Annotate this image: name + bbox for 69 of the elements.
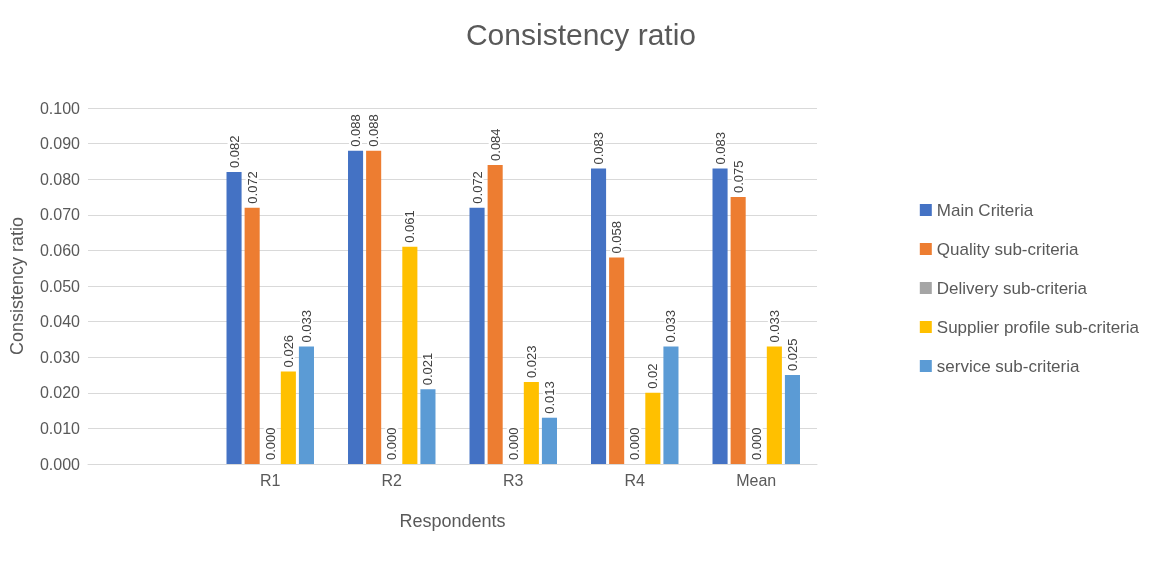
- bar: [784, 375, 800, 464]
- bar: [712, 168, 728, 464]
- data-label: 0.000: [384, 427, 400, 460]
- bar: [609, 257, 625, 464]
- y-tick-label: 0.060: [39, 241, 81, 259]
- x-tick-label: R1: [260, 471, 281, 489]
- bar: [766, 346, 782, 464]
- bar: [469, 207, 485, 464]
- y-tick-label: 0.030: [39, 348, 81, 366]
- bar: [645, 392, 661, 464]
- bar: [487, 164, 503, 464]
- data-label: 0.033: [663, 309, 679, 343]
- y-tick-label: 0.010: [39, 419, 81, 437]
- data-label: 0.000: [627, 427, 643, 460]
- data-label: 0.072: [469, 171, 485, 204]
- data-label: 0.083: [591, 131, 607, 165]
- data-label: 0.088: [348, 114, 364, 147]
- bar: [523, 382, 539, 464]
- bar: [730, 197, 746, 464]
- data-label: 0.058: [609, 220, 625, 254]
- x-tick-label: R2: [381, 471, 403, 489]
- y-axis-title: Consistency ratio: [7, 216, 27, 356]
- data-label: 0.025: [784, 338, 800, 371]
- bar: [541, 417, 557, 464]
- data-label: 0.072: [244, 171, 260, 204]
- data-label: 0.026: [280, 334, 296, 368]
- bar: [402, 246, 418, 464]
- chart-title: Consistency ratio: [465, 17, 697, 51]
- y-tick-label: 0.100: [39, 99, 81, 117]
- x-tick-label: R4: [624, 471, 646, 489]
- bar: [420, 389, 436, 464]
- bar: [226, 172, 242, 464]
- y-tick-label: 0.050: [39, 277, 81, 295]
- data-label: 0.088: [366, 114, 382, 147]
- data-label: 0.084: [487, 128, 503, 161]
- bar: [298, 346, 314, 464]
- data-label: 0.023: [523, 345, 539, 379]
- x-tick-label: R3: [503, 471, 524, 489]
- legend-label: Main Criteria: [936, 200, 1034, 220]
- legend-label: service sub-criteria: [936, 356, 1080, 376]
- y-tick-label: 0.020: [39, 384, 81, 402]
- data-label: 0.021: [420, 352, 436, 386]
- y-tick-label: 0.090: [39, 135, 81, 153]
- y-tick-label: 0.040: [39, 313, 81, 331]
- data-label: 0.013: [541, 381, 557, 414]
- x-axis-title: Respondents: [399, 511, 506, 531]
- y-tick-label: 0.000: [39, 455, 81, 473]
- bar: [591, 168, 607, 464]
- y-tick-label: 0.080: [39, 170, 81, 188]
- bar: [366, 150, 382, 464]
- x-tick-label: Mean: [736, 471, 777, 489]
- data-label: 0.033: [766, 309, 782, 343]
- data-label: 0.061: [402, 210, 418, 243]
- y-tick-label: 0.070: [39, 206, 81, 224]
- data-label: 0.000: [262, 427, 278, 460]
- legend-label: Delivery sub-criteria: [936, 278, 1088, 298]
- data-label: 0.075: [730, 160, 746, 193]
- legend-label: Supplier profile sub-criteria: [936, 317, 1140, 337]
- legend-label: Quality sub-criteria: [936, 239, 1080, 259]
- data-label: 0.000: [748, 427, 764, 460]
- bar: [280, 371, 296, 464]
- data-label: 0.033: [298, 309, 314, 343]
- data-label: 0.000: [505, 427, 521, 460]
- bar: [663, 346, 679, 464]
- data-label: 0.082: [226, 135, 242, 169]
- data-label: 0.02: [645, 363, 661, 389]
- bar: [348, 150, 364, 464]
- bar: [244, 207, 260, 464]
- data-label: 0.083: [712, 131, 728, 165]
